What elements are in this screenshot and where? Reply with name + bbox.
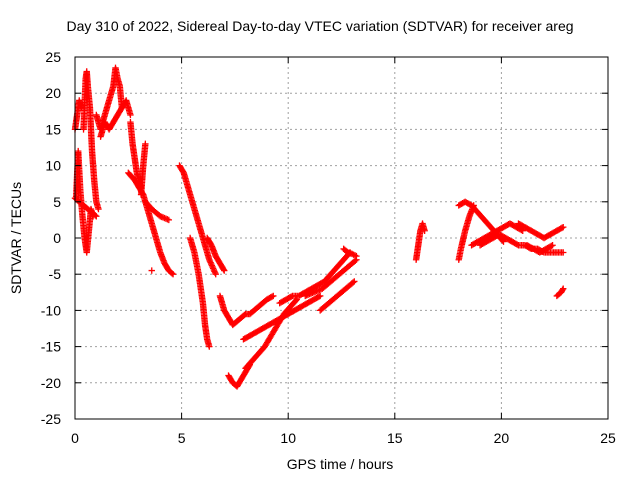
data-point — [268, 293, 276, 300]
x-tick-label: 20 — [494, 430, 510, 446]
data-points — [71, 64, 567, 390]
y-tick-label: -10 — [41, 302, 61, 318]
data-point — [270, 292, 277, 300]
data-point — [92, 212, 99, 219]
data-point — [560, 223, 567, 231]
chart-title: Day 310 of 2022, Sidereal Day-to-day VTE… — [66, 18, 574, 34]
data-point — [351, 278, 358, 285]
data-point — [93, 213, 100, 220]
data-point — [353, 252, 360, 260]
y-tick-label: 15 — [45, 121, 61, 137]
data-point — [95, 205, 102, 213]
data-point — [558, 224, 566, 232]
y-tick-label: 25 — [45, 49, 61, 65]
data-point — [212, 271, 219, 278]
x-tick-label: 15 — [387, 430, 403, 446]
y-tick-label: -25 — [41, 411, 61, 427]
data-point — [351, 252, 359, 259]
data-point — [287, 293, 295, 300]
data-point — [165, 216, 173, 224]
data-point — [549, 242, 556, 249]
data-point — [559, 286, 566, 294]
data-point — [206, 343, 213, 350]
data-point — [350, 251, 357, 258]
data-point — [513, 241, 521, 248]
data-point — [316, 292, 324, 300]
y-tick-label: 5 — [53, 194, 61, 210]
data-point — [560, 249, 567, 256]
data-point — [349, 279, 357, 286]
data-point — [220, 266, 227, 273]
data-point — [127, 111, 134, 119]
y-tick-label: -15 — [41, 339, 61, 355]
y-tick-label: -20 — [41, 375, 61, 391]
data-point — [352, 257, 359, 264]
data-point — [221, 267, 228, 274]
y-tick-label: 10 — [45, 158, 61, 174]
y-tick-label: 0 — [53, 230, 61, 246]
data-point — [168, 270, 176, 277]
data-point — [137, 191, 145, 198]
data-point — [169, 271, 177, 278]
x-axis-label: GPS time / hours — [286, 456, 394, 472]
data-point — [78, 104, 85, 111]
y-tick-label: 20 — [45, 85, 61, 101]
data-point — [560, 285, 567, 292]
x-tick-label: 10 — [280, 430, 296, 446]
data-point — [421, 227, 428, 234]
y-tick-label: -5 — [49, 266, 62, 282]
data-point — [548, 242, 555, 250]
x-tick-label: 0 — [71, 430, 79, 446]
data-point — [348, 250, 356, 258]
data-point — [148, 267, 155, 274]
x-tick-label: 5 — [178, 430, 186, 446]
x-tick-label: 25 — [600, 430, 616, 446]
data-point — [315, 293, 323, 300]
axis-ticks: 0 5 10 15 20 25 -25 -20 -15 -10 -5 0 5 10 15 20 25 — [41, 49, 616, 446]
